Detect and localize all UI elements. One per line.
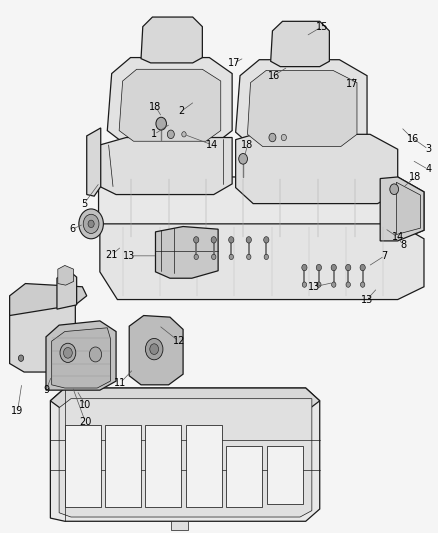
- Circle shape: [229, 254, 233, 260]
- Polygon shape: [155, 227, 218, 278]
- Circle shape: [150, 344, 159, 354]
- Text: 14: 14: [206, 140, 219, 150]
- Circle shape: [281, 134, 286, 141]
- Circle shape: [247, 254, 251, 260]
- Text: 11: 11: [114, 378, 127, 387]
- Text: 2: 2: [179, 106, 185, 116]
- Polygon shape: [57, 271, 77, 309]
- Circle shape: [167, 130, 174, 139]
- Circle shape: [83, 214, 99, 233]
- Polygon shape: [59, 399, 312, 517]
- Text: 21: 21: [106, 250, 118, 260]
- Polygon shape: [380, 177, 424, 241]
- Circle shape: [302, 282, 307, 287]
- Circle shape: [229, 237, 234, 243]
- Circle shape: [346, 264, 351, 271]
- Circle shape: [194, 237, 199, 243]
- Text: 16: 16: [406, 134, 419, 143]
- Circle shape: [316, 264, 321, 271]
- Polygon shape: [107, 58, 232, 145]
- Text: 7: 7: [381, 251, 388, 261]
- Circle shape: [88, 220, 94, 228]
- Circle shape: [182, 132, 186, 137]
- Polygon shape: [105, 425, 141, 507]
- Text: 15: 15: [316, 22, 328, 31]
- Text: 6: 6: [69, 224, 75, 234]
- Text: 18: 18: [149, 102, 162, 111]
- Circle shape: [332, 282, 336, 287]
- Circle shape: [194, 254, 198, 260]
- Polygon shape: [171, 521, 188, 530]
- Polygon shape: [10, 296, 75, 372]
- Polygon shape: [145, 425, 181, 507]
- Circle shape: [302, 264, 307, 271]
- Circle shape: [246, 237, 251, 243]
- Circle shape: [331, 264, 336, 271]
- Polygon shape: [129, 316, 183, 385]
- Polygon shape: [396, 182, 420, 235]
- Circle shape: [156, 117, 166, 130]
- Text: 8: 8: [400, 240, 406, 250]
- Circle shape: [145, 338, 163, 360]
- Polygon shape: [186, 425, 222, 507]
- Circle shape: [79, 209, 103, 239]
- Circle shape: [264, 254, 268, 260]
- Polygon shape: [99, 177, 424, 241]
- Text: 18: 18: [241, 140, 254, 150]
- Text: 5: 5: [81, 199, 87, 208]
- Polygon shape: [236, 134, 398, 204]
- Text: 19: 19: [11, 407, 24, 416]
- Circle shape: [317, 282, 321, 287]
- Text: 4: 4: [425, 165, 431, 174]
- Polygon shape: [87, 128, 101, 196]
- Polygon shape: [247, 70, 357, 147]
- Polygon shape: [226, 446, 262, 507]
- Circle shape: [264, 237, 269, 243]
- Text: 17: 17: [228, 58, 240, 68]
- Polygon shape: [267, 446, 303, 504]
- Text: 16: 16: [268, 71, 280, 80]
- Circle shape: [269, 133, 276, 142]
- Polygon shape: [100, 138, 232, 195]
- Circle shape: [18, 355, 24, 361]
- Polygon shape: [46, 321, 116, 390]
- Polygon shape: [100, 224, 424, 300]
- Text: 17: 17: [346, 79, 359, 89]
- Circle shape: [390, 184, 399, 195]
- Polygon shape: [10, 284, 87, 316]
- Text: 3: 3: [425, 144, 431, 154]
- Circle shape: [239, 154, 247, 164]
- Polygon shape: [65, 425, 101, 507]
- Text: 14: 14: [392, 232, 404, 242]
- Text: 13: 13: [361, 295, 373, 304]
- Text: 12: 12: [173, 336, 185, 346]
- Polygon shape: [52, 328, 110, 388]
- Circle shape: [212, 254, 216, 260]
- Polygon shape: [50, 388, 320, 411]
- Circle shape: [64, 348, 72, 358]
- Text: 20: 20: [79, 417, 92, 427]
- Circle shape: [346, 282, 350, 287]
- Circle shape: [89, 347, 102, 362]
- Text: 18: 18: [409, 172, 421, 182]
- Text: 1: 1: [151, 130, 157, 139]
- Polygon shape: [271, 21, 329, 67]
- Circle shape: [211, 237, 216, 243]
- Circle shape: [360, 264, 365, 271]
- Text: 10: 10: [79, 400, 92, 410]
- Circle shape: [60, 343, 76, 362]
- Polygon shape: [236, 60, 367, 148]
- Polygon shape: [50, 388, 320, 521]
- Text: 13: 13: [123, 251, 135, 261]
- Text: 13: 13: [308, 282, 321, 292]
- Polygon shape: [58, 265, 74, 285]
- Text: 9: 9: [43, 385, 49, 395]
- Circle shape: [360, 282, 365, 287]
- Polygon shape: [119, 69, 221, 141]
- Polygon shape: [141, 17, 202, 63]
